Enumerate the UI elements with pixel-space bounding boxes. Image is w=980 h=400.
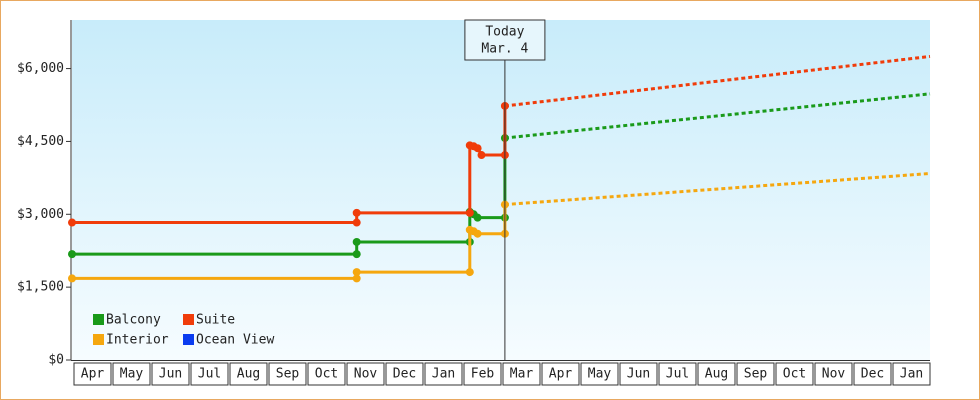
x-tick-label: Sep xyxy=(276,367,300,382)
x-cell xyxy=(814,362,853,386)
x-cell xyxy=(463,362,502,386)
x-tick-label: Aug xyxy=(237,367,260,382)
x-cell xyxy=(502,362,541,386)
legend-swatch xyxy=(183,334,194,345)
x-cell xyxy=(151,362,190,386)
x-tick-label: Dec xyxy=(861,367,884,382)
today-label: Today xyxy=(485,25,524,40)
point xyxy=(352,208,361,217)
y-tick-label: $3,000 xyxy=(17,207,64,222)
x-cell xyxy=(229,362,268,386)
projection-line xyxy=(504,54,931,108)
x-tick-label: Oct xyxy=(783,367,806,382)
x-cell xyxy=(775,362,814,386)
y-tick-label: $4,500 xyxy=(17,134,64,149)
point xyxy=(352,274,361,283)
plot-area xyxy=(72,20,930,360)
x-tick-label: Apr xyxy=(81,367,105,382)
today-label: Mar. 4 xyxy=(481,42,528,57)
x-cell xyxy=(385,362,424,386)
legend-label: Balcony xyxy=(106,313,161,328)
x-cell xyxy=(190,362,229,386)
x-tick-label: Jun xyxy=(627,367,650,382)
x-tick-label: Sep xyxy=(744,367,768,382)
x-tick-label: Jul xyxy=(666,367,689,382)
point xyxy=(68,218,76,227)
point xyxy=(473,213,482,222)
today-box xyxy=(464,19,546,61)
legend-swatch xyxy=(183,314,194,325)
x-tick-label: Jan xyxy=(900,367,923,382)
legend-label: Ocean View xyxy=(196,333,274,348)
legend-swatch xyxy=(93,314,104,325)
projection-line xyxy=(504,92,931,140)
x-tick-label: Jun xyxy=(159,367,182,382)
x-cell xyxy=(268,362,307,386)
x-cell xyxy=(346,362,385,386)
x-tick-label: May xyxy=(588,367,612,382)
x-cell xyxy=(73,362,112,386)
x-tick-label: Oct xyxy=(315,367,338,382)
point xyxy=(465,208,474,217)
point xyxy=(352,268,361,277)
x-tick-label: Apr xyxy=(549,367,573,382)
x-tick-label: May xyxy=(120,367,144,382)
point xyxy=(352,218,361,227)
legend-label: Interior xyxy=(106,333,169,348)
x-cell xyxy=(853,362,892,386)
y-tick-label: $0 xyxy=(48,353,64,368)
point xyxy=(68,274,76,283)
x-cell xyxy=(580,362,619,386)
point xyxy=(465,268,474,277)
x-cell xyxy=(619,362,658,386)
projection-line xyxy=(504,171,931,207)
x-tick-label: Nov xyxy=(822,367,846,382)
x-cell xyxy=(112,362,151,386)
x-cell xyxy=(424,362,463,386)
x-cell xyxy=(307,362,346,386)
legend-label: Suite xyxy=(196,313,235,328)
y-tick-label: $6,000 xyxy=(17,61,64,76)
legend-swatch xyxy=(93,334,104,345)
point xyxy=(352,237,361,246)
point xyxy=(477,151,486,160)
x-cell xyxy=(892,362,931,386)
x-cell xyxy=(736,362,775,386)
point xyxy=(68,250,76,259)
x-tick-label: Jan xyxy=(432,367,455,382)
x-tick-label: Jul xyxy=(198,367,221,382)
x-tick-label: Aug xyxy=(705,367,728,382)
point xyxy=(352,250,361,259)
x-tick-label: Feb xyxy=(471,367,495,382)
x-tick-label: Nov xyxy=(354,367,378,382)
x-tick-label: Dec xyxy=(393,367,416,382)
x-cell xyxy=(697,362,736,386)
point xyxy=(473,229,482,238)
x-tick-label: Mar xyxy=(510,367,534,382)
x-cell xyxy=(658,362,697,386)
x-cell xyxy=(541,362,580,386)
point xyxy=(473,144,482,153)
y-tick-label: $1,500 xyxy=(17,280,64,295)
